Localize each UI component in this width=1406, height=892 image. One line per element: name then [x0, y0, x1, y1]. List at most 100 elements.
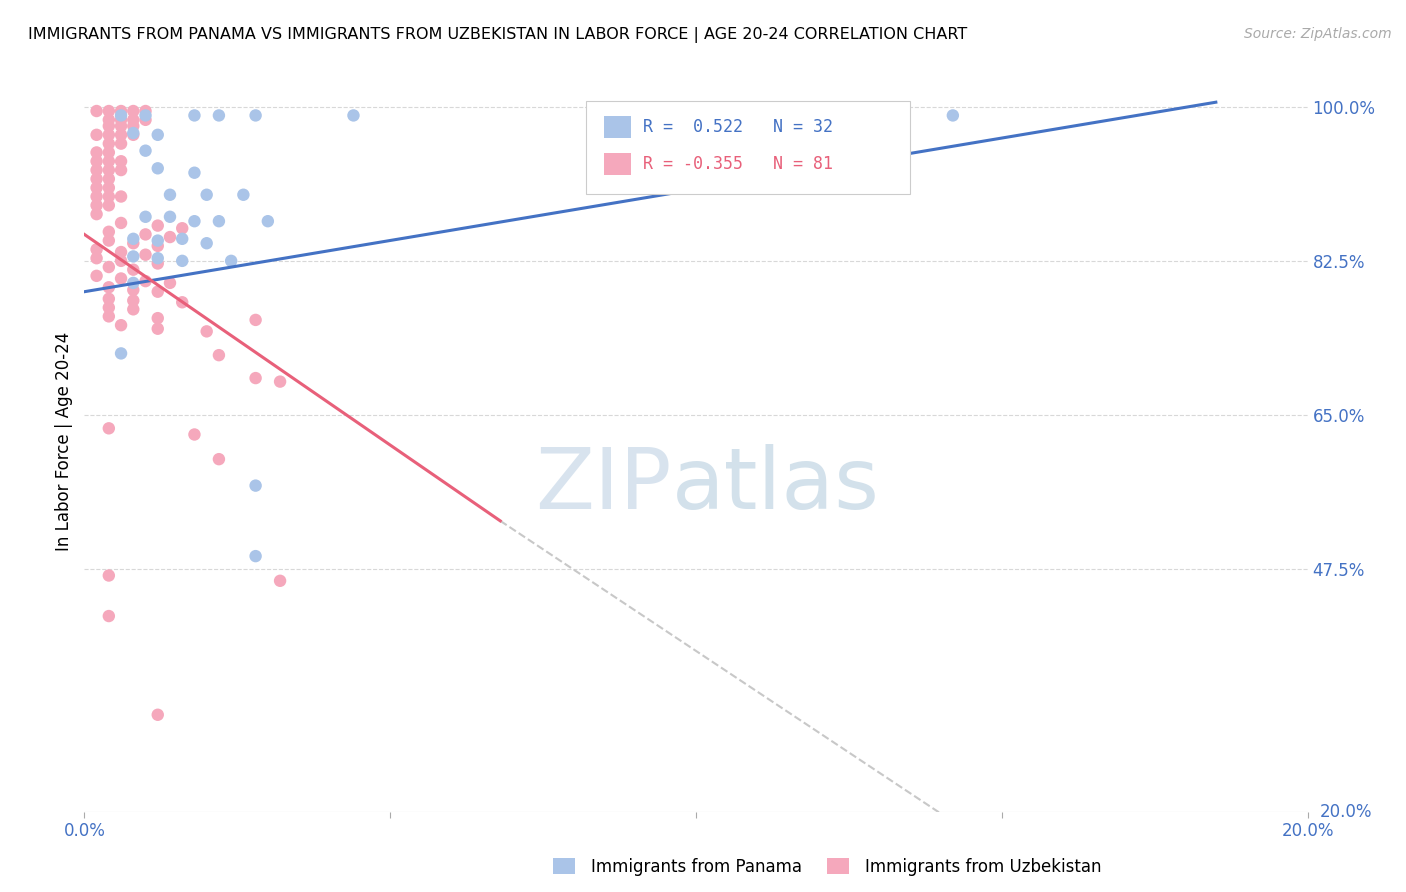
- Point: [183, 108, 205, 122]
- Point: [146, 256, 169, 270]
- Point: [135, 108, 157, 122]
- Point: [245, 371, 267, 385]
- Point: [97, 112, 120, 127]
- Point: [86, 154, 108, 169]
- Point: [195, 324, 218, 338]
- Point: [97, 421, 120, 435]
- Point: [122, 262, 145, 277]
- Point: [110, 103, 132, 118]
- Point: [97, 292, 120, 306]
- Y-axis label: In Labor Force | Age 20-24: In Labor Force | Age 20-24: [55, 332, 73, 551]
- Point: [97, 198, 120, 212]
- Point: [269, 574, 291, 588]
- Point: [122, 126, 145, 140]
- Point: [269, 375, 291, 389]
- Text: ZIP: ZIP: [536, 444, 672, 527]
- Bar: [827, 858, 849, 874]
- Point: [208, 348, 231, 362]
- Point: [257, 214, 280, 228]
- Point: [245, 478, 267, 492]
- Point: [110, 245, 132, 260]
- Point: [97, 119, 120, 133]
- Point: [97, 136, 120, 151]
- Point: [86, 128, 108, 142]
- Point: [159, 230, 181, 244]
- Point: [97, 310, 120, 324]
- Point: [146, 234, 169, 248]
- Point: [97, 172, 120, 186]
- Point: [122, 302, 145, 317]
- Text: Source: ZipAtlas.com: Source: ZipAtlas.com: [1244, 27, 1392, 41]
- Point: [172, 253, 194, 268]
- Point: [86, 163, 108, 178]
- Point: [97, 163, 120, 178]
- Point: [110, 346, 132, 360]
- Point: [86, 103, 108, 118]
- Point: [159, 187, 181, 202]
- Point: [135, 227, 157, 242]
- Point: [110, 271, 132, 285]
- Text: R = -0.355   N = 81: R = -0.355 N = 81: [644, 155, 834, 173]
- Point: [146, 322, 169, 336]
- Point: [86, 268, 108, 283]
- Point: [110, 119, 132, 133]
- Bar: [553, 858, 575, 874]
- Point: [122, 232, 145, 246]
- Point: [172, 221, 194, 235]
- Point: [86, 251, 108, 265]
- Point: [172, 295, 194, 310]
- Point: [183, 166, 205, 180]
- Point: [146, 311, 169, 326]
- Point: [97, 280, 120, 294]
- Point: [219, 253, 242, 268]
- Point: [86, 172, 108, 186]
- Text: Immigrants from Panama: Immigrants from Panama: [591, 858, 801, 876]
- FancyBboxPatch shape: [605, 153, 631, 175]
- Text: atlas: atlas: [672, 444, 880, 527]
- Point: [97, 225, 120, 239]
- Point: [146, 707, 169, 722]
- Point: [86, 243, 108, 257]
- Point: [86, 145, 108, 160]
- Point: [146, 251, 169, 265]
- Point: [97, 568, 120, 582]
- FancyBboxPatch shape: [605, 116, 631, 138]
- Point: [195, 187, 218, 202]
- Point: [245, 549, 267, 563]
- Point: [110, 112, 132, 127]
- Point: [122, 293, 145, 308]
- Point: [135, 248, 157, 262]
- Point: [159, 210, 181, 224]
- Point: [86, 207, 108, 221]
- Point: [86, 180, 108, 194]
- Point: [146, 239, 169, 253]
- Point: [110, 318, 132, 333]
- Point: [245, 108, 267, 122]
- Point: [86, 198, 108, 212]
- Point: [110, 163, 132, 178]
- Point: [159, 276, 181, 290]
- Point: [245, 313, 267, 327]
- Point: [146, 161, 169, 176]
- Point: [135, 112, 157, 127]
- Text: R =  0.522   N = 32: R = 0.522 N = 32: [644, 118, 834, 136]
- Point: [122, 236, 145, 251]
- Point: [208, 108, 231, 122]
- Point: [135, 210, 157, 224]
- Point: [146, 285, 169, 299]
- Point: [110, 136, 132, 151]
- Point: [183, 427, 205, 442]
- Point: [135, 103, 157, 118]
- Point: [146, 219, 169, 233]
- Point: [135, 144, 157, 158]
- Text: IMMIGRANTS FROM PANAMA VS IMMIGRANTS FROM UZBEKISTAN IN LABOR FORCE | AGE 20-24 : IMMIGRANTS FROM PANAMA VS IMMIGRANTS FRO…: [28, 27, 967, 43]
- Text: 20.0%: 20.0%: [1320, 803, 1372, 821]
- Point: [110, 216, 132, 230]
- Point: [97, 128, 120, 142]
- Point: [110, 189, 132, 203]
- Text: Immigrants from Uzbekistan: Immigrants from Uzbekistan: [865, 858, 1101, 876]
- Point: [195, 236, 218, 251]
- Point: [110, 253, 132, 268]
- Point: [122, 119, 145, 133]
- Point: [122, 276, 145, 290]
